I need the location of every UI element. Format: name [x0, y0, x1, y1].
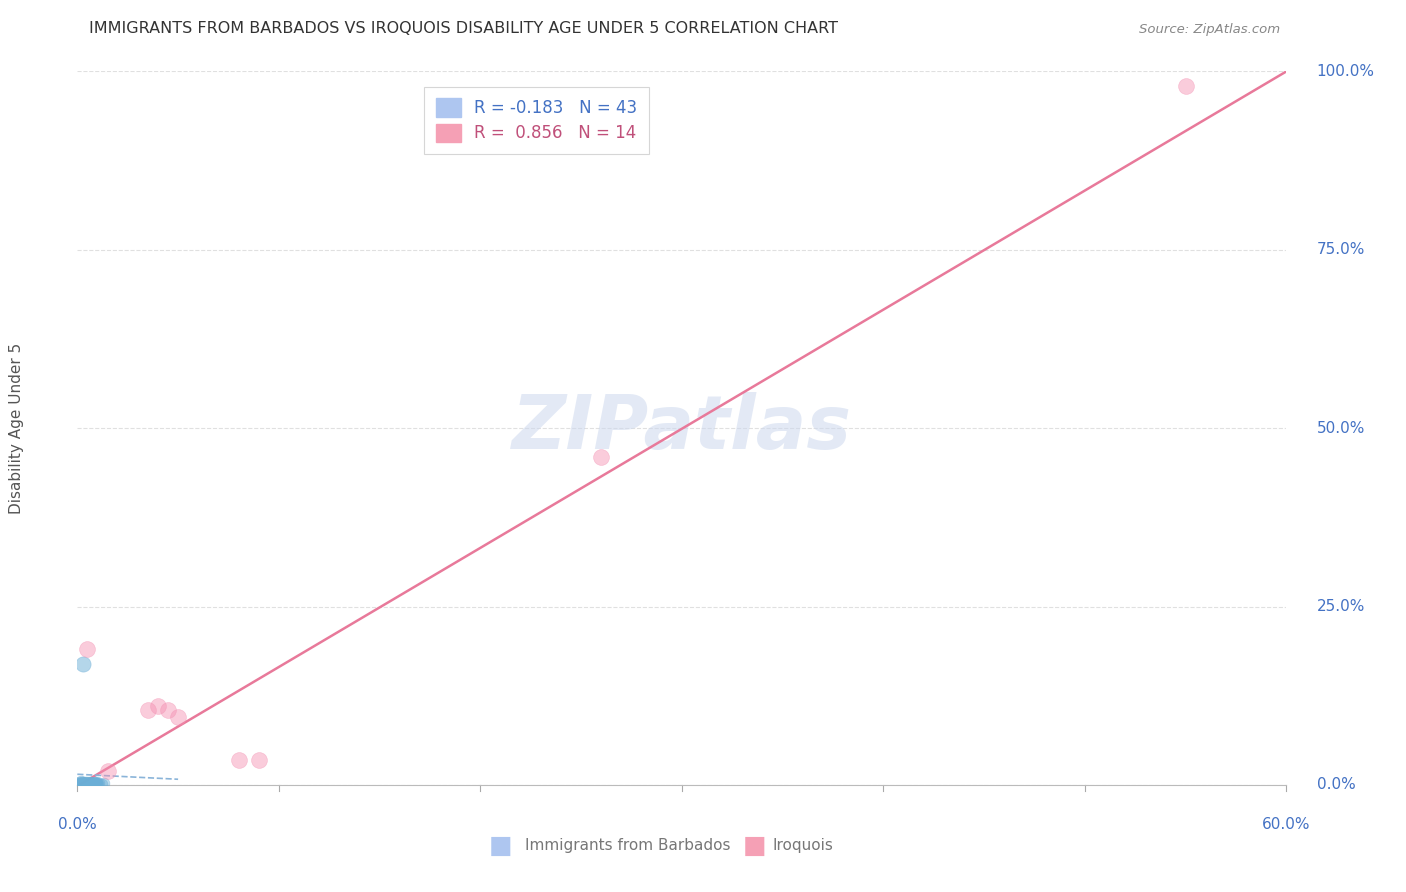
Point — [73, 775, 96, 789]
Text: 75.0%: 75.0% — [1317, 243, 1365, 257]
Point — [67, 776, 90, 790]
Text: 100.0%: 100.0% — [1317, 64, 1375, 78]
Point — [228, 753, 250, 767]
Point — [80, 776, 103, 790]
Point — [73, 776, 96, 790]
Point — [157, 703, 180, 717]
Point — [90, 776, 112, 790]
Point — [146, 699, 169, 714]
Point — [591, 450, 613, 464]
Point — [247, 753, 270, 767]
Point — [77, 776, 100, 790]
Point — [89, 776, 111, 790]
Point — [70, 774, 93, 789]
Text: ■: ■ — [489, 834, 512, 857]
Text: 0.0%: 0.0% — [58, 817, 97, 832]
Point — [136, 703, 159, 717]
Text: ZIPatlas: ZIPatlas — [512, 392, 852, 465]
Text: Iroquois: Iroquois — [773, 838, 834, 853]
Point — [84, 775, 107, 789]
Point — [80, 776, 103, 790]
Point — [82, 776, 104, 790]
Point — [69, 776, 91, 790]
Point — [70, 776, 93, 790]
Point — [82, 776, 104, 790]
Text: ■: ■ — [742, 834, 766, 857]
Point — [75, 776, 97, 790]
Point — [76, 776, 98, 790]
Point — [1174, 78, 1197, 93]
Point — [72, 775, 94, 789]
Point — [72, 776, 94, 790]
Text: 25.0%: 25.0% — [1317, 599, 1365, 614]
Point — [79, 775, 101, 789]
Point — [72, 657, 94, 671]
Point — [86, 776, 108, 790]
Point — [167, 710, 190, 724]
Point — [76, 776, 98, 790]
Point — [69, 776, 91, 790]
Text: Source: ZipAtlas.com: Source: ZipAtlas.com — [1139, 22, 1281, 36]
Point — [80, 775, 103, 789]
Point — [84, 776, 107, 790]
Point — [84, 776, 107, 790]
Point — [75, 775, 97, 789]
Text: 50.0%: 50.0% — [1317, 421, 1365, 435]
Point — [83, 775, 105, 789]
Point — [67, 776, 90, 790]
Text: IMMIGRANTS FROM BARBADOS VS IROQUOIS DISABILITY AGE UNDER 5 CORRELATION CHART: IMMIGRANTS FROM BARBADOS VS IROQUOIS DIS… — [90, 21, 838, 36]
Text: Immigrants from Barbados: Immigrants from Barbados — [524, 838, 730, 853]
Point — [72, 776, 94, 790]
Point — [73, 776, 96, 790]
Point — [82, 776, 104, 790]
Point — [76, 775, 98, 789]
Point — [86, 775, 108, 789]
Point — [86, 776, 108, 790]
Legend: R = -0.183   N = 43, R =  0.856   N = 14: R = -0.183 N = 43, R = 0.856 N = 14 — [425, 87, 650, 154]
Point — [93, 776, 115, 790]
Point — [83, 776, 105, 790]
Point — [70, 775, 93, 789]
Point — [67, 775, 90, 789]
Point — [96, 764, 118, 778]
Text: 60.0%: 60.0% — [1263, 817, 1310, 832]
Text: Disability Age Under 5: Disability Age Under 5 — [10, 343, 24, 514]
Point — [75, 776, 97, 790]
Point — [77, 776, 100, 790]
Point — [79, 776, 101, 790]
Point — [79, 776, 101, 790]
Text: 0.0%: 0.0% — [1317, 778, 1355, 792]
Point — [87, 776, 110, 790]
Point — [76, 642, 98, 657]
